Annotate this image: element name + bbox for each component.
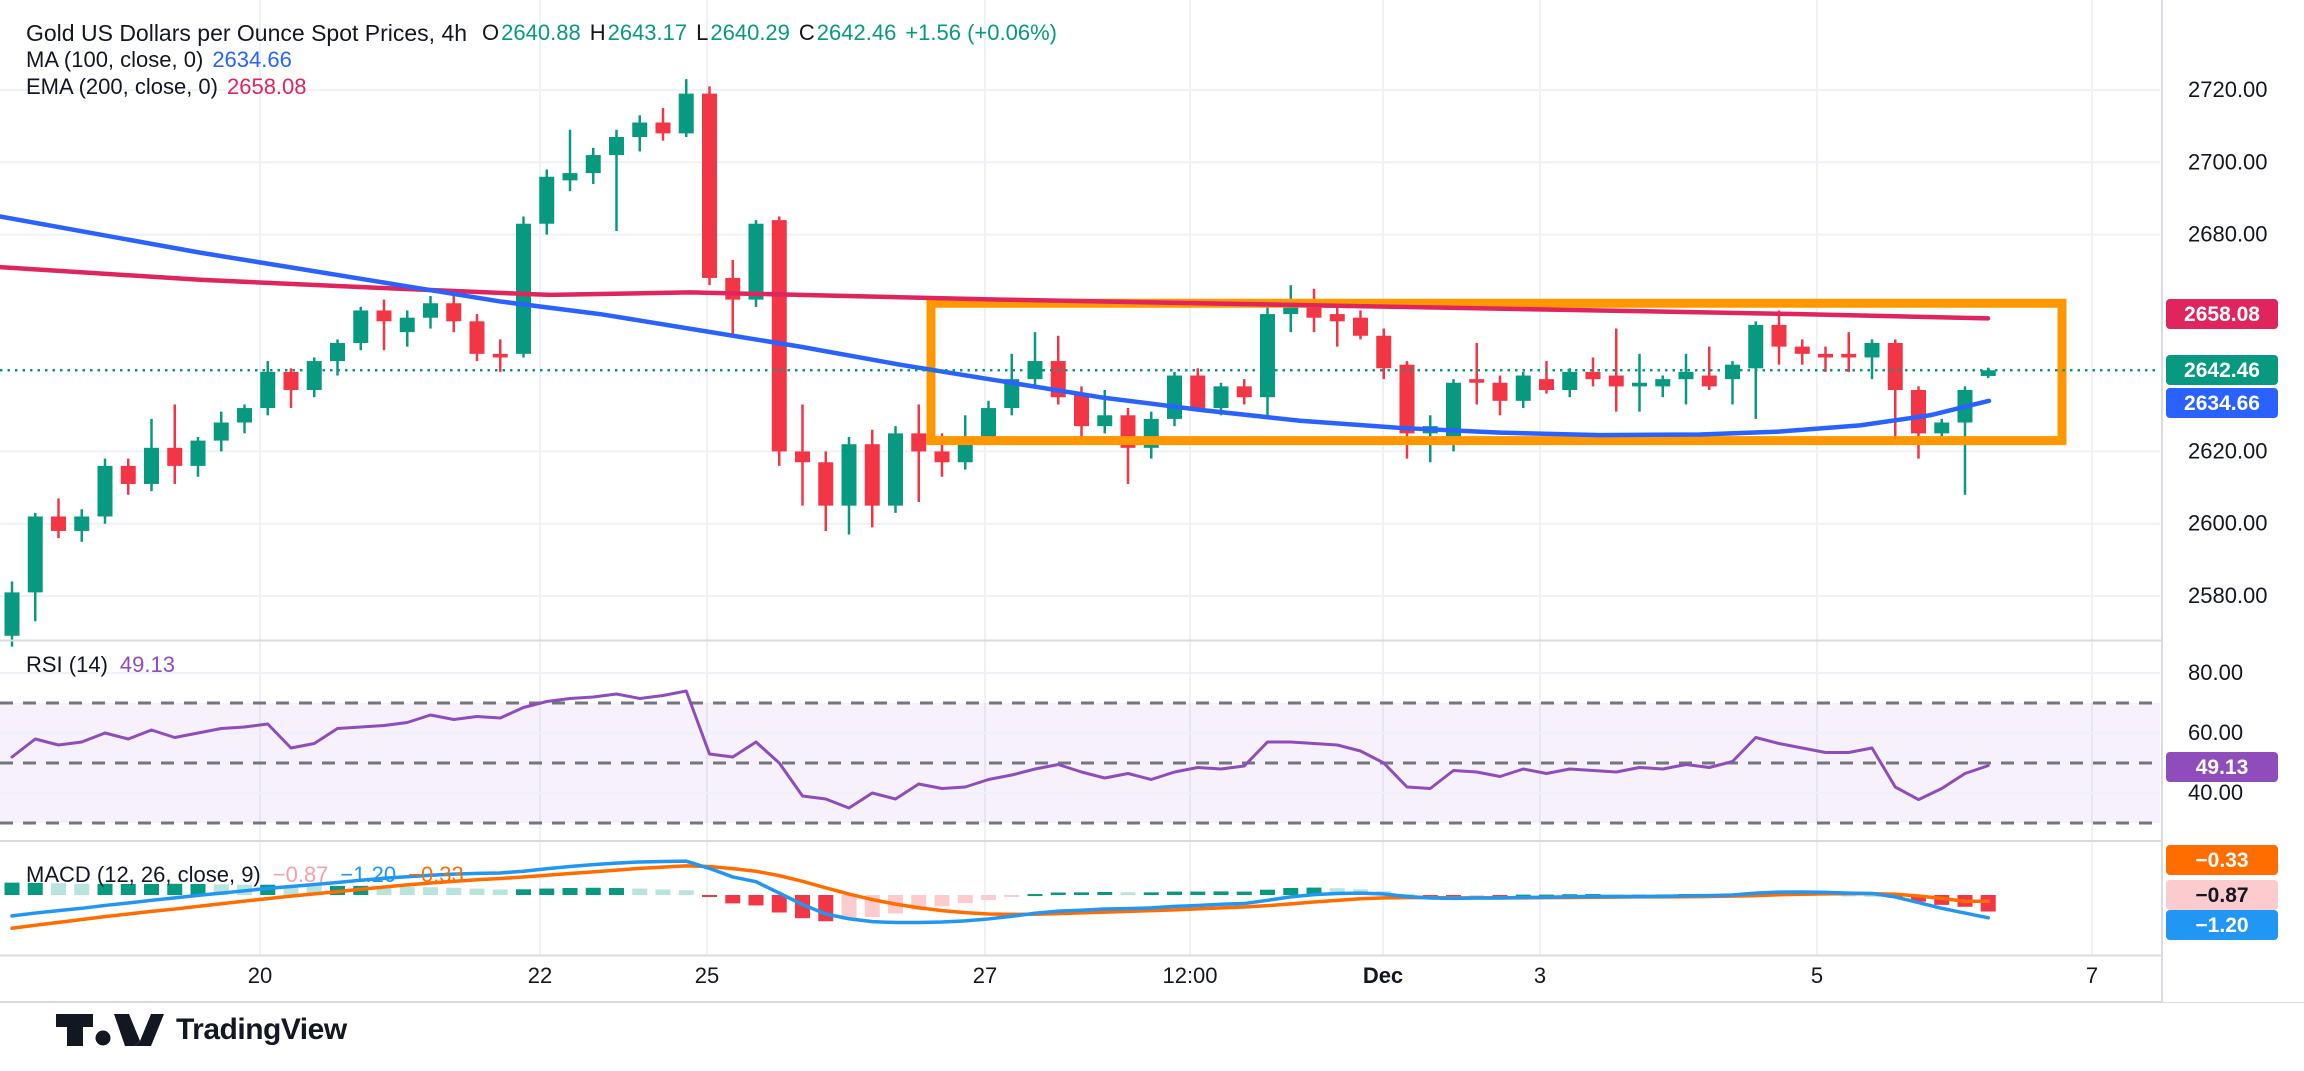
brand-name[interactable]: TradingView — [176, 1013, 347, 1046]
footer: TradingView — [56, 1010, 347, 1050]
symbol-legend-row[interactable]: Gold US Dollars per Ounce Spot Prices, 4… — [26, 20, 1057, 46]
svg-text:Dec: Dec — [1363, 963, 1403, 988]
svg-text:2634.66: 2634.66 — [2184, 392, 2260, 415]
axis-badge: 2634.66 — [2166, 388, 2278, 418]
ma-label: MA (100, close, 0) — [26, 47, 204, 72]
time-axis[interactable]: 20 22 25 27 12:00 Dec 3 5 7 — [248, 963, 2098, 988]
ema200-line — [0, 264, 1991, 321]
open-label: O — [482, 20, 500, 45]
svg-text:−1.20: −1.20 — [2195, 914, 2248, 937]
svg-text:2700.00: 2700.00 — [2188, 149, 2268, 174]
svg-text:3: 3 — [1534, 963, 1546, 988]
tradingview-logo-icon[interactable] — [56, 1010, 164, 1050]
ma-legend-row[interactable]: MA (100, close, 0) 2634.66 — [26, 47, 1057, 73]
high-label: H — [589, 20, 606, 45]
macd-line-value: −1.20 — [340, 862, 397, 887]
svg-text:49.13: 49.13 — [2196, 756, 2249, 779]
low-value: 2640.29 — [710, 20, 790, 45]
svg-text:2642.46: 2642.46 — [2184, 359, 2260, 382]
axis-badge: 2642.46 — [2166, 355, 2278, 385]
ema-label: EMA (200, close, 0) — [26, 74, 218, 99]
macd-hist-value: −0.87 — [272, 862, 329, 887]
svg-text:2580.00: 2580.00 — [2188, 583, 2268, 608]
svg-text:20: 20 — [248, 963, 272, 988]
svg-text:27: 27 — [973, 963, 997, 988]
ema-legend-row[interactable]: EMA (200, close, 0) 2658.08 — [26, 74, 1057, 100]
close-value: 2642.46 — [816, 20, 897, 45]
svg-text:40.00: 40.00 — [2188, 780, 2243, 805]
axis-badge: −1.20 — [2166, 910, 2278, 940]
macd-line — [10, 859, 1990, 925]
axis-badge: 2658.08 — [2166, 299, 2278, 329]
rsi-label: RSI (14) — [26, 652, 108, 677]
svg-text:12:00: 12:00 — [1162, 963, 1217, 988]
ema-value: 2658.08 — [226, 74, 307, 99]
ma-value: 2634.66 — [212, 47, 292, 72]
svg-text:2658.08: 2658.08 — [2184, 303, 2260, 326]
svg-text:2600.00: 2600.00 — [2188, 511, 2268, 536]
svg-text:−0.87: −0.87 — [2195, 884, 2248, 907]
svg-text:25: 25 — [695, 963, 719, 988]
svg-text:2720.00: 2720.00 — [2188, 77, 2268, 102]
svg-text:22: 22 — [528, 963, 552, 988]
svg-text:7: 7 — [2086, 963, 2098, 988]
ma100-line — [0, 214, 1992, 438]
svg-text:2680.00: 2680.00 — [2188, 222, 2268, 247]
open-value: 2640.88 — [501, 20, 581, 45]
macd-legend-row[interactable]: MACD (12, 26, close, 9) −0.87 −1.20 −0.3… — [26, 862, 464, 888]
axis-badge: −0.33 — [2166, 845, 2278, 875]
macd-signal-value: −0.33 — [408, 862, 464, 887]
main-legend: Gold US Dollars per Ounce Spot Prices, 4… — [26, 20, 1057, 101]
price-gridlines — [0, 89, 2160, 598]
rsi-value: 49.13 — [119, 652, 175, 677]
axis-badge: −0.87 — [2166, 880, 2278, 910]
rsi-line — [10, 689, 1990, 810]
low-label: L — [696, 20, 709, 45]
macd-label: MACD (12, 26, close, 9) — [26, 862, 261, 887]
svg-text:60.00: 60.00 — [2188, 720, 2243, 745]
axis-badge: 49.13 — [2166, 752, 2278, 782]
change-value: +1.56 (+0.06%) — [905, 20, 1057, 45]
svg-text:2620.00: 2620.00 — [2188, 438, 2268, 463]
rsi-legend-row[interactable]: RSI (14) 49.13 — [26, 652, 175, 678]
svg-text:5: 5 — [1811, 963, 1823, 988]
svg-text:80.00: 80.00 — [2188, 660, 2243, 685]
close-label: C — [798, 20, 815, 45]
symbol-title: Gold US Dollars per Ounce Spot Prices, 4… — [26, 20, 468, 46]
high-value: 2643.17 — [607, 20, 688, 45]
svg-text:−0.33: −0.33 — [2195, 849, 2248, 872]
price-axis[interactable]: 2720.00 2700.00 2680.00 2620.00 2600.00 2580.… — [2161, 0, 2304, 1002]
